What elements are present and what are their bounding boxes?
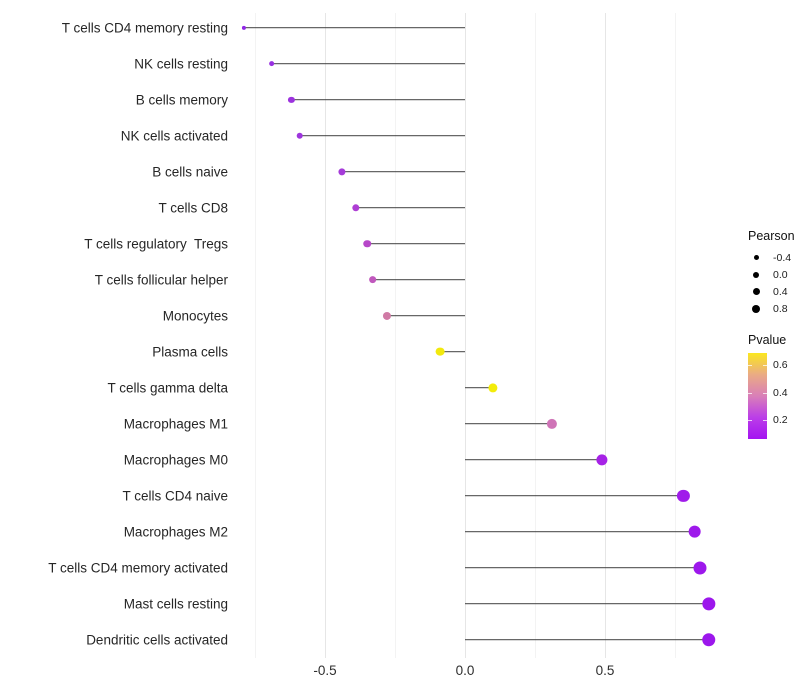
gradient-tick-mark [748,365,752,367]
lollipop-stem [271,62,465,65]
size-legend-key: 0.4 [748,283,795,300]
lollipop-stem [439,350,465,353]
lollipop-stem [341,170,465,173]
category-label: T cells gamma delta [107,380,228,395]
gridline-minor [534,13,536,658]
lollipop-dot [382,311,391,320]
size-legend-key: 0.0 [748,266,795,283]
size-legend-dot-icon [753,271,759,278]
lollipop-stem [465,494,684,497]
size-legend-key-label: 0.0 [773,268,788,281]
category-label: NK cells resting [134,56,228,71]
size-legend-key-label: 0.4 [773,285,788,298]
category-label: B cells memory [135,92,228,107]
pvalue-tick-label: 0.6 [773,359,788,372]
category-label: T cells CD4 naive [122,488,228,503]
lollipop-dot [488,382,498,393]
lollipop-dot [338,167,346,176]
lollipop-stem [465,638,709,641]
category-label: B cells naive [152,164,228,179]
lollipop-dot [596,453,608,466]
lollipop-stem [355,206,465,209]
lollipop-dot [546,418,557,429]
lollipop-stem [367,242,465,245]
lollipop-stem [465,422,552,425]
lollipop-stem [465,530,695,533]
gradient-tick-mark [748,392,752,394]
size-legend-key: -0.4 [748,249,795,266]
category-label: T cells CD8 [158,200,228,215]
category-label: T cells CD4 memory activated [48,560,228,575]
gradient-tick-mark [748,420,752,422]
color-legend: Pvalue 0.6 0.4 0.2 [748,333,800,445]
category-label: Monocytes [162,308,228,323]
lollipop-dot [701,596,716,611]
pvalue-gradient-bar [748,353,767,439]
gradient-tick-mark [763,365,767,367]
lollipop-stem [386,314,465,317]
category-label: T cells regulatory Tregs [84,236,228,251]
gridline-minor [254,13,256,658]
category-label: Dendritic cells activated [86,632,228,647]
lollipop-dot [363,239,371,248]
lollipop-dot [435,347,445,356]
category-label: T cells CD4 memory resting [61,20,228,35]
x-axis-tick-label: 0.0 [455,663,475,678]
lollipop-stem [372,278,465,281]
lollipop-dot [677,489,690,502]
size-legend-key: 0.8 [748,300,795,317]
size-legend-title: Pearson [748,229,795,243]
size-legend-dot-icon [752,304,760,313]
size-legend-keys: -0.4 0.0 0.4 0.8 [748,249,795,317]
gridline-minor [674,13,676,658]
lollipop-stem [465,602,709,605]
lollipop-dot [268,60,275,67]
lollipop-dot [701,632,716,647]
gridline-major [464,13,466,658]
category-label: T cells follicular helper [94,272,228,287]
size-legend: Pearson -0.4 0.0 0.4 0.8 [748,229,795,317]
category-label: Plasma cells [152,344,228,359]
gridline-major [324,13,326,658]
gridline-minor [394,13,396,658]
lollipop-stem [299,134,465,137]
lollipop-dot [693,561,707,574]
pvalue-tick-label: 0.4 [773,386,788,399]
size-legend-key-label: 0.8 [773,302,788,315]
size-legend-key-label: -0.4 [773,251,792,264]
pvalue-tick-label: 0.2 [773,414,788,427]
gridline-major [604,13,606,658]
category-label: Macrophages M2 [123,524,228,539]
lollipop-dot [241,25,246,30]
color-legend-title: Pvalue [748,333,787,347]
size-legend-dot-icon [753,255,759,260]
lollipop-dot [352,203,360,212]
category-label: Macrophages M0 [123,452,228,467]
lollipop-stem [291,98,465,101]
lollipop-dot [288,96,295,103]
size-legend-dot-icon [752,288,760,295]
lollipop-stem [465,386,493,389]
lollipop-dot [368,275,377,284]
lollipop-dot [688,525,701,538]
lollipop-stem [465,458,603,461]
lollipop-dot [296,132,304,139]
x-axis-tick-label: -0.5 [313,663,337,678]
category-label: NK cells activated [120,128,228,143]
lollipop-stem [465,566,701,569]
category-label: Macrophages M1 [123,416,228,431]
x-axis-tick-label: 0.5 [595,663,615,678]
gradient-tick-mark [763,392,767,394]
category-label: Mast cells resting [123,596,228,611]
lollipop-stem [243,26,465,29]
gradient-tick-mark [763,420,767,422]
